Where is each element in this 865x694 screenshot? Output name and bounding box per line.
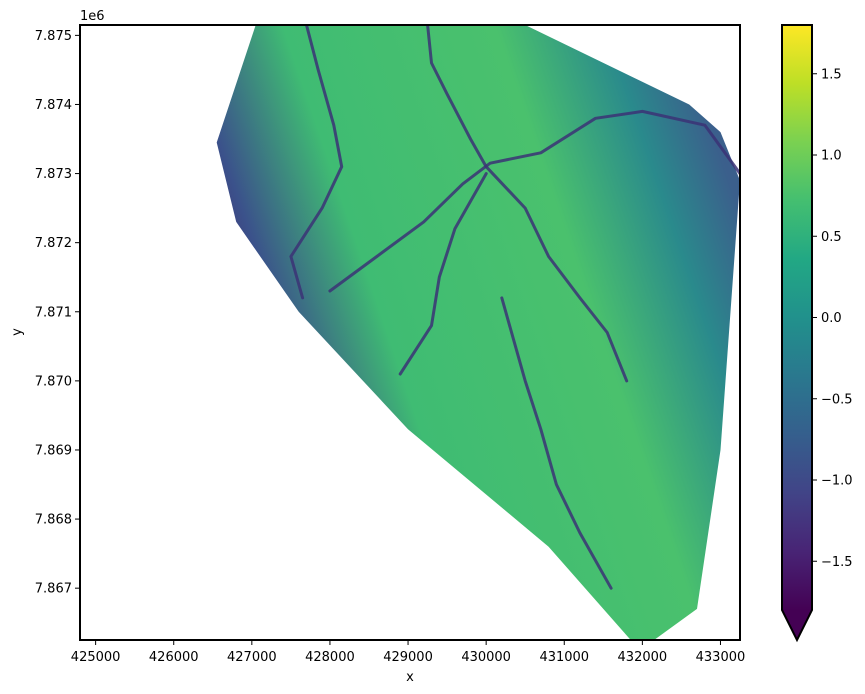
x-tick-label: 425000 bbox=[71, 650, 121, 665]
y-tick-label: 7.874 bbox=[35, 98, 72, 113]
channel-line-0 bbox=[289, 25, 344, 300]
y-axis-ticks: 7.867 7.868 7.869 7.870 7.871 7.872 7.873 7.874… bbox=[35, 29, 80, 597]
y-tick-label: 7.867 bbox=[35, 582, 72, 597]
x-axis-label: x bbox=[406, 670, 414, 685]
x-tick-label: 431000 bbox=[539, 650, 589, 665]
x-tick-label: 426000 bbox=[149, 650, 199, 665]
plot-area bbox=[216, 25, 740, 640]
y-offset-label: 1e6 bbox=[80, 9, 105, 24]
x-tick-label: 428000 bbox=[305, 650, 355, 665]
channel-line-1 bbox=[426, 25, 629, 383]
colorbar-tick-label: −0.5 bbox=[821, 392, 853, 407]
axes-frame bbox=[79, 24, 741, 641]
x-axis-ticks: 425000 426000 427000 428000 429000 430000 4310… bbox=[71, 640, 745, 665]
colorbar-ramp bbox=[782, 25, 812, 610]
y-tick-label: 7.872 bbox=[35, 236, 72, 251]
x-tick-label: 430000 bbox=[461, 650, 511, 665]
colorbar-outline bbox=[781, 24, 813, 643]
y-tick-label: 7.871 bbox=[35, 305, 72, 320]
data-footprint bbox=[216, 25, 740, 640]
x-tick-label: 429000 bbox=[383, 650, 433, 665]
x-tick-label: 433000 bbox=[696, 650, 746, 665]
y-tick-label: 7.873 bbox=[35, 167, 72, 182]
y-tick-label: 7.869 bbox=[35, 443, 72, 458]
colorbar-tick-label: 0.0 bbox=[821, 311, 842, 326]
colorbar-tick-label: 0.5 bbox=[821, 230, 842, 245]
y-tick-label: 7.868 bbox=[35, 513, 72, 528]
colorbar-ticks: −1.5 −1.0 −0.5 0.0 0.5 1.0 1.5 bbox=[812, 67, 853, 570]
colorbar-tick-label: 1.0 bbox=[821, 149, 842, 164]
y-axis-label: y bbox=[10, 328, 25, 336]
channel-line-3 bbox=[500, 296, 613, 590]
colorbar-extend-min bbox=[782, 610, 812, 640]
y-tick-label: 7.875 bbox=[35, 29, 72, 44]
y-tick-label: 7.870 bbox=[35, 374, 72, 389]
colorbar-tick-label: −1.5 bbox=[821, 555, 853, 570]
heatmap-field bbox=[216, 25, 740, 640]
colorbar-tick-label: −1.0 bbox=[821, 474, 853, 489]
colorbar: −1.5 −1.0 −0.5 0.0 0.5 1.0 1.5 bbox=[781, 24, 853, 643]
x-tick-label: 427000 bbox=[227, 650, 277, 665]
channel-line-2 bbox=[328, 109, 740, 293]
channel-line-4 bbox=[398, 172, 488, 376]
x-tick-label: 432000 bbox=[618, 650, 668, 665]
channel-layer bbox=[289, 25, 740, 590]
colorbar-tick-label: 1.5 bbox=[821, 67, 842, 82]
